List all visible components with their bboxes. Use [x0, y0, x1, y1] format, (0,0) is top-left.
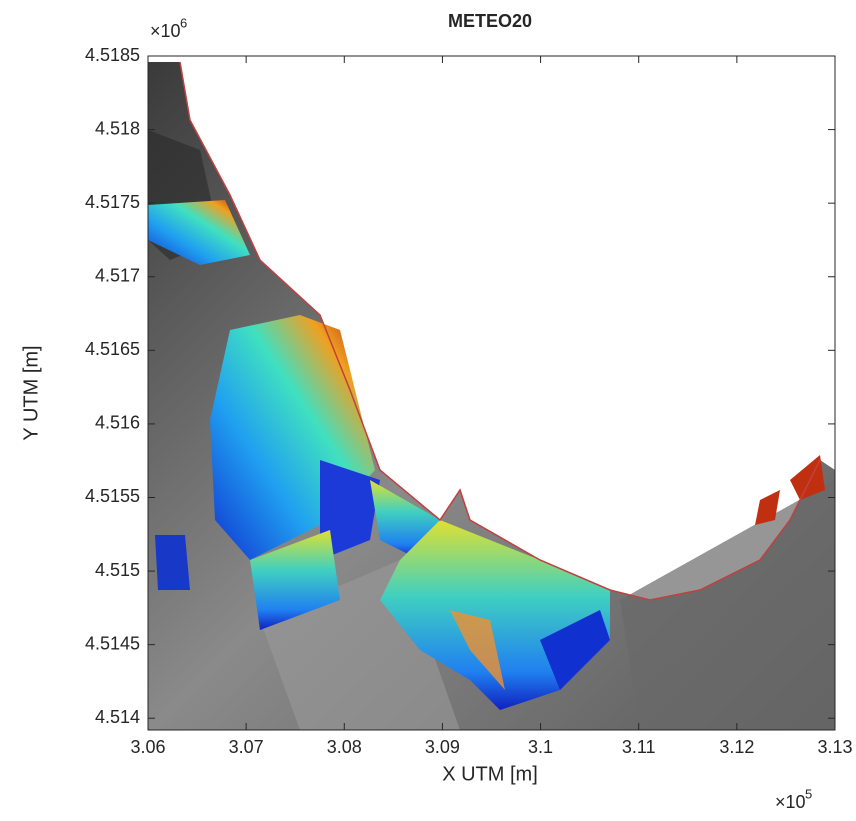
x-axis-label: X UTM [m] [442, 763, 538, 785]
x-tick-label: 3.09 [425, 737, 460, 757]
y-axis-label: Y UTM [m] [20, 345, 42, 440]
x-tick-label: 3.13 [817, 737, 852, 757]
x-tick-label: 3.11 [622, 737, 656, 757]
y-tick-label: 4.514 [95, 707, 140, 727]
figure: METEO20 X UTM [m] Y UTM [m] ×10 6 ×10 5 … [0, 0, 856, 821]
y-tick-label: 4.516 [95, 413, 140, 433]
y-tick-label: 4.518 [95, 118, 140, 138]
y-exponent-power: 6 [180, 15, 187, 30]
y-tick-label: 4.5165 [85, 339, 140, 359]
y-tick-label: 4.515 [95, 560, 140, 580]
x-exponent-base: ×10 [775, 792, 806, 812]
y-tick-label: 4.5155 [85, 486, 140, 506]
y-exponent-base: ×10 [150, 21, 181, 41]
y-tick-label: 4.5185 [85, 45, 140, 65]
chart-title: METEO20 [448, 11, 532, 31]
y-tick-label: 4.5175 [85, 192, 140, 212]
y-tick-label: 4.517 [95, 265, 140, 285]
map-image [148, 56, 835, 730]
x-tick-label: 3.06 [130, 737, 165, 757]
x-tick-label: 3.12 [719, 737, 754, 757]
x-tick-label: 3.1 [528, 737, 553, 757]
x-exponent-power: 5 [805, 786, 812, 801]
x-tick-label: 3.07 [229, 737, 264, 757]
y-tick-label: 4.5145 [85, 633, 140, 653]
x-tick-label: 3.08 [327, 737, 362, 757]
